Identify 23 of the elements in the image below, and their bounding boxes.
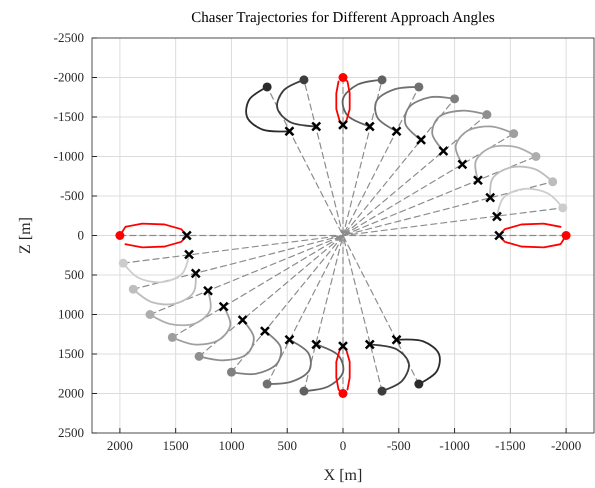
x-axis-title: X [m] <box>324 467 362 484</box>
x-tick-label: 500 <box>277 438 297 454</box>
y-tick-label: -500 <box>60 188 84 204</box>
x-tick-label: -500 <box>386 438 411 454</box>
x-tick-label: 1500 <box>162 438 189 454</box>
y-tick-label: 1000 <box>58 306 84 322</box>
y-tick-label: 2500 <box>58 425 84 440</box>
x-tick-label: 1000 <box>218 438 244 454</box>
x-tick-label: 0 <box>340 438 346 454</box>
x-tick-label: -2000 <box>550 438 582 454</box>
y-tick-label: -2500 <box>54 30 84 46</box>
y-tick-label: -1000 <box>54 148 84 164</box>
y-tick-label: -2000 <box>54 70 84 85</box>
y-tick-label: -1500 <box>54 109 84 124</box>
x-tick-label: -1000 <box>439 438 470 454</box>
y-axis-title: Z [m] <box>17 217 34 254</box>
y-tick-label: 2000 <box>58 386 84 401</box>
x-tick-label: -1500 <box>495 438 526 454</box>
x-tick-label: 2000 <box>106 438 133 454</box>
y-tick-label: 1500 <box>58 346 84 362</box>
y-tick-label: 0 <box>78 228 84 243</box>
y-tick-label: 500 <box>64 267 84 282</box>
chart-title: Chaser Trajectories for Different Approach Angles <box>191 10 495 26</box>
